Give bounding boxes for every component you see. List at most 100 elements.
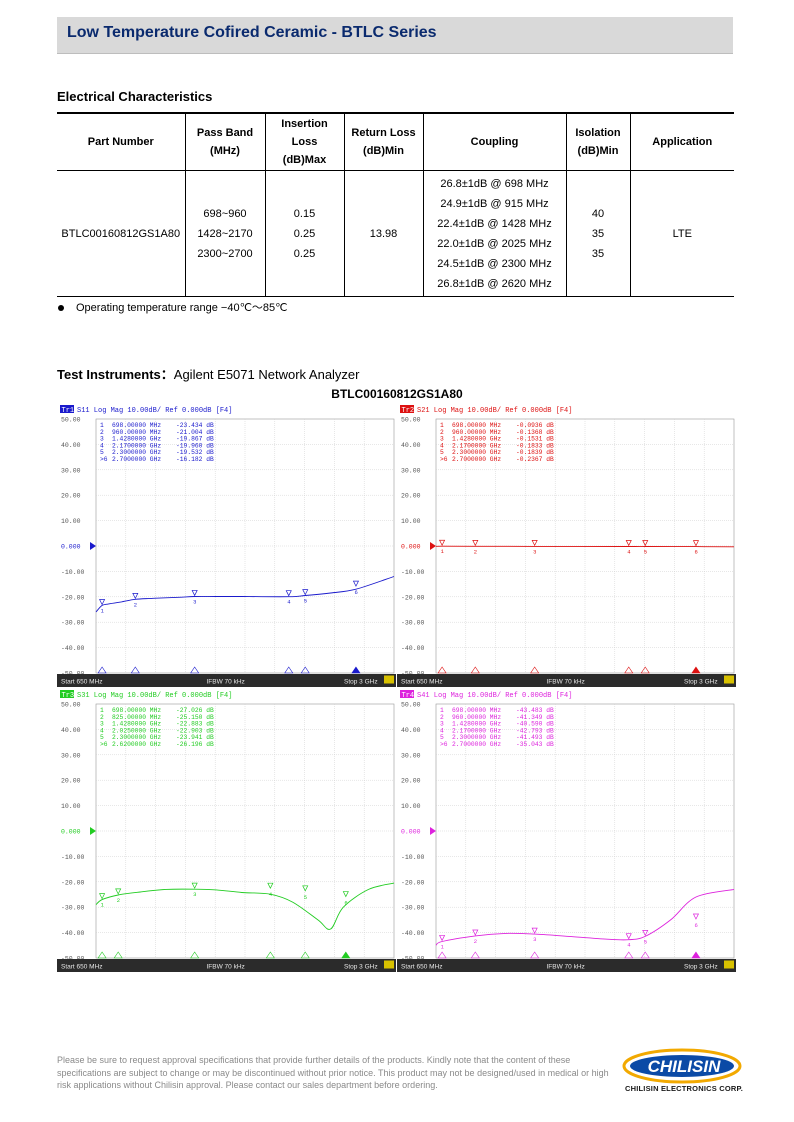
marker-id: 3 bbox=[100, 721, 104, 728]
marker-axis-icon bbox=[530, 666, 540, 674]
col-header: Insertion Loss (dB)Max bbox=[264, 112, 344, 171]
channel-status-icon bbox=[384, 675, 394, 684]
y-tick-label: -40.00 bbox=[61, 645, 85, 652]
marker-point-label: 5 bbox=[644, 548, 647, 555]
marker-point-label: 4 bbox=[627, 942, 631, 949]
marker-value: -0.1839 dB bbox=[516, 449, 554, 456]
pass-band-value: 1428~2170 bbox=[197, 227, 253, 240]
marker-point bbox=[99, 893, 106, 900]
marker-point-label: 4 bbox=[287, 599, 291, 606]
marker-point-label: 6 bbox=[344, 900, 347, 907]
y-tick-label: -20.00 bbox=[61, 879, 85, 886]
status-bar bbox=[57, 674, 396, 687]
marker-id: 1 bbox=[100, 707, 104, 714]
y-tick-label: 20.00 bbox=[401, 493, 421, 500]
part-number-cell: BTLC00160812GS1A80 bbox=[57, 170, 185, 297]
marker-id: >6 bbox=[440, 741, 448, 748]
col-header: Return Loss (dB)Min bbox=[343, 112, 423, 171]
marker-freq: 1.4280000 GHz bbox=[452, 436, 501, 443]
y-tick-label: 30.00 bbox=[61, 467, 81, 474]
marker-point-label: 4 bbox=[269, 891, 273, 898]
s11-chart: Tr1 S11 Log Mag 10.00dB/ Ref 0.000dB [F4]… bbox=[57, 403, 396, 687]
marker-id: 4 bbox=[440, 727, 444, 734]
sweep-stop: Stop 3 GHz bbox=[344, 679, 378, 686]
marker-axis-icon bbox=[624, 951, 634, 959]
y-tick-label: 0.000 bbox=[401, 829, 421, 836]
marker-freq: 2.0250000 GHz bbox=[112, 727, 161, 734]
test-instruments-value: Agilent E5071 Network Analyzer bbox=[173, 367, 360, 382]
marker-freq: 2.6200000 GHz bbox=[112, 741, 161, 748]
marker-point-label: 3 bbox=[193, 598, 196, 605]
coupling-value: 24.5±1dB @ 2300 MHz bbox=[437, 257, 552, 270]
y-tick-label: 30.00 bbox=[401, 467, 421, 474]
marker-point bbox=[472, 929, 479, 936]
marker-axis-icon bbox=[640, 666, 650, 674]
marker-value: -22.903 dB bbox=[176, 727, 214, 734]
marker-point bbox=[132, 593, 139, 600]
y-tick-label: -40.00 bbox=[401, 930, 425, 937]
marker-value: -27.026 dB bbox=[176, 707, 214, 714]
marker-point-label: 1 bbox=[441, 548, 445, 555]
marker-id: 4 bbox=[100, 727, 104, 734]
s41-chart: Tr4 S41 Log Mag 10.00dB/ Ref 0.000dB [F4]… bbox=[397, 688, 736, 972]
section-title: Electrical Characteristics bbox=[57, 89, 213, 104]
chilisin-logo-icon: CHILISIN bbox=[622, 1048, 742, 1084]
marker-freq: 698.00000 MHz bbox=[112, 707, 161, 714]
col-header: Coupling bbox=[422, 112, 566, 171]
marker-id: 1 bbox=[100, 422, 104, 429]
marker-axis-icon bbox=[190, 951, 200, 959]
marker-point bbox=[625, 933, 632, 940]
marker-freq: 2.3000000 GHz bbox=[112, 449, 161, 456]
marker-freq: 2.1700000 GHz bbox=[452, 442, 501, 449]
coupling-value: 22.0±1dB @ 2025 MHz bbox=[437, 237, 552, 250]
marker-id: 2 bbox=[100, 714, 104, 721]
electrical-characteristics-table: Part Number Pass Band (MHz) Insertion Lo… bbox=[57, 112, 734, 297]
y-tick-label: 30.00 bbox=[61, 752, 81, 759]
marker-point-label: 5 bbox=[304, 598, 307, 605]
marker-point bbox=[692, 913, 700, 920]
marker-freq: 825.00000 MHz bbox=[112, 714, 161, 721]
y-tick-label: 50.00 bbox=[61, 702, 81, 709]
marker-axis-icon bbox=[470, 951, 480, 959]
marker-freq: 2.3000000 GHz bbox=[452, 734, 501, 741]
marker-freq: 2.3000000 GHz bbox=[112, 734, 161, 741]
trace-label: Tr1 bbox=[62, 407, 75, 415]
test-instruments: Test Instruments：Agilent E5071 Network A… bbox=[57, 364, 360, 383]
marker-point-label: 3 bbox=[193, 891, 196, 898]
series-line bbox=[435, 545, 735, 548]
marker-freq: 2.7000000 GHz bbox=[452, 741, 501, 748]
marker-id: 2 bbox=[100, 429, 104, 436]
chart-header-bg bbox=[397, 403, 736, 415]
s41-chart-panel: Tr4 S41 Log Mag 10.00dB/ Ref 0.000dB [F4]… bbox=[397, 688, 736, 972]
marker-point bbox=[625, 540, 632, 547]
y-tick-label: -30.00 bbox=[401, 620, 425, 627]
marker-id: 1 bbox=[440, 422, 444, 429]
marker-value: -22.883 dB bbox=[176, 721, 214, 728]
marker-axis-icon bbox=[437, 951, 447, 959]
y-tick-label: 40.00 bbox=[61, 442, 81, 449]
y-tick-label: 50.00 bbox=[401, 702, 421, 709]
marker-axis-icon bbox=[300, 666, 310, 674]
y-tick-label: -10.00 bbox=[61, 854, 85, 861]
header-bar: Low Temperature Cofired Ceramic - BTLC S… bbox=[57, 17, 733, 54]
marker-id: >6 bbox=[440, 456, 448, 463]
sweep-start: Start 650 MHz bbox=[61, 679, 103, 686]
isolation-cell: 40 35 35 bbox=[565, 170, 630, 297]
ifbw-label: IFBW 70 kHz bbox=[207, 964, 245, 971]
status-bar bbox=[397, 674, 736, 687]
y-tick-label: -20.00 bbox=[61, 594, 85, 601]
marker-value: -41.493 dB bbox=[516, 734, 554, 741]
channel-status-icon bbox=[384, 960, 394, 969]
marker-value: -0.1368 dB bbox=[516, 429, 554, 436]
marker-id: 3 bbox=[440, 721, 444, 728]
marker-point-label: 5 bbox=[644, 938, 647, 945]
test-instruments-label: Test Instruments： bbox=[57, 367, 174, 382]
chart-title: BTLC00160812GS1A80 bbox=[331, 387, 463, 401]
trace-label-box bbox=[60, 690, 74, 698]
marker-id: 5 bbox=[100, 449, 104, 456]
application-cell: LTE bbox=[629, 170, 734, 297]
marker-point bbox=[302, 589, 309, 596]
marker-point bbox=[472, 539, 479, 547]
marker-value: -42.793 dB bbox=[516, 727, 554, 734]
y-tick-label: -10.00 bbox=[401, 569, 425, 576]
